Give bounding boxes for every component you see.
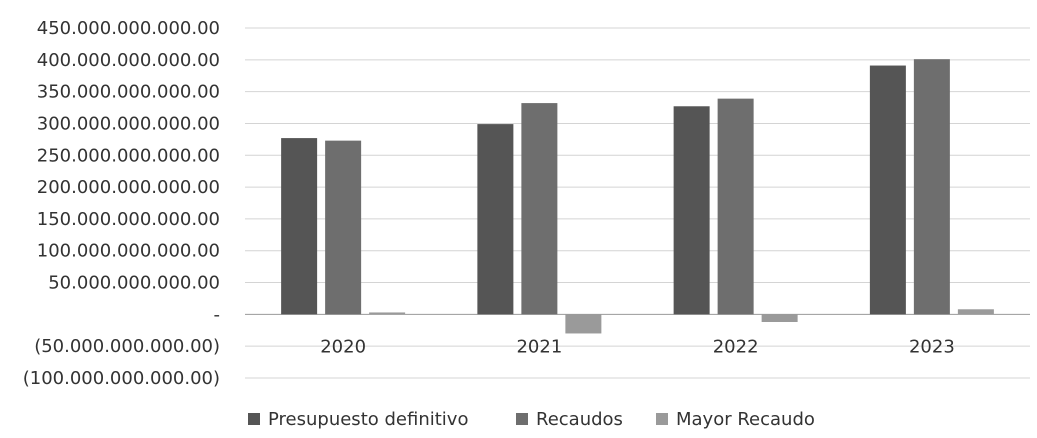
- bar-recaudos-2022: [717, 98, 754, 315]
- x-tick-label: 2023: [909, 336, 955, 357]
- bar-recaudos-2020: [325, 140, 362, 315]
- x-axis-category-labels: 2020 2021 2022 2023: [320, 336, 955, 357]
- x-tick-label: 2021: [516, 336, 562, 357]
- bar-mayor-recaudo-2021: [565, 314, 602, 334]
- bar-presupuesto-definitivo-2021: [477, 124, 514, 315]
- y-tick-label: 50.000.000.000.00: [48, 273, 220, 294]
- legend-label: Recaudos: [536, 409, 623, 430]
- legend-label: Presupuesto definitivo: [268, 409, 468, 430]
- y-tick-label: 250.000.000.000.00: [37, 145, 220, 166]
- y-tick-label: (50.000.000.000.00): [34, 336, 220, 357]
- bar-presupuesto-definitivo-2020: [281, 138, 318, 315]
- bar-mayor-recaudo-2022: [761, 314, 798, 322]
- bars: [281, 59, 994, 334]
- legend-swatch: [516, 413, 528, 425]
- legend-swatch: [248, 413, 260, 425]
- bar-recaudos-2021: [521, 103, 558, 315]
- bar-recaudos-2023: [913, 59, 950, 315]
- y-tick-label: 450.000.000.000.00: [37, 18, 220, 39]
- legend-swatch: [656, 413, 668, 425]
- bar-presupuesto-definitivo-2023: [869, 65, 906, 315]
- y-tick-label: 150.000.000.000.00: [37, 209, 220, 230]
- y-tick-label: -: [214, 304, 221, 325]
- bar-mayor-recaudo-2020: [369, 312, 406, 315]
- y-tick-label: (100.000.000.000.00): [23, 368, 220, 389]
- y-tick-label: 350.000.000.000.00: [37, 82, 220, 103]
- y-tick-label: 100.000.000.000.00: [37, 241, 220, 262]
- y-axis-tick-labels: 450.000.000.000.00 400.000.000.000.00 350.…: [23, 18, 220, 389]
- y-tick-label: 300.000.000.000.00: [37, 113, 220, 134]
- x-tick-label: 2022: [713, 336, 759, 357]
- y-tick-label: 400.000.000.000.00: [37, 50, 220, 71]
- bar-mayor-recaudo-2023: [957, 309, 994, 315]
- legend-label: Mayor Recaudo: [676, 409, 815, 430]
- y-tick-label: 200.000.000.000.00: [37, 177, 220, 198]
- legend: Presupuesto definitivo Recaudos Mayor Reca…: [248, 409, 815, 430]
- bar-presupuesto-definitivo-2022: [673, 106, 710, 315]
- x-tick-label: 2020: [320, 336, 366, 357]
- gridlines: [245, 27, 1030, 379]
